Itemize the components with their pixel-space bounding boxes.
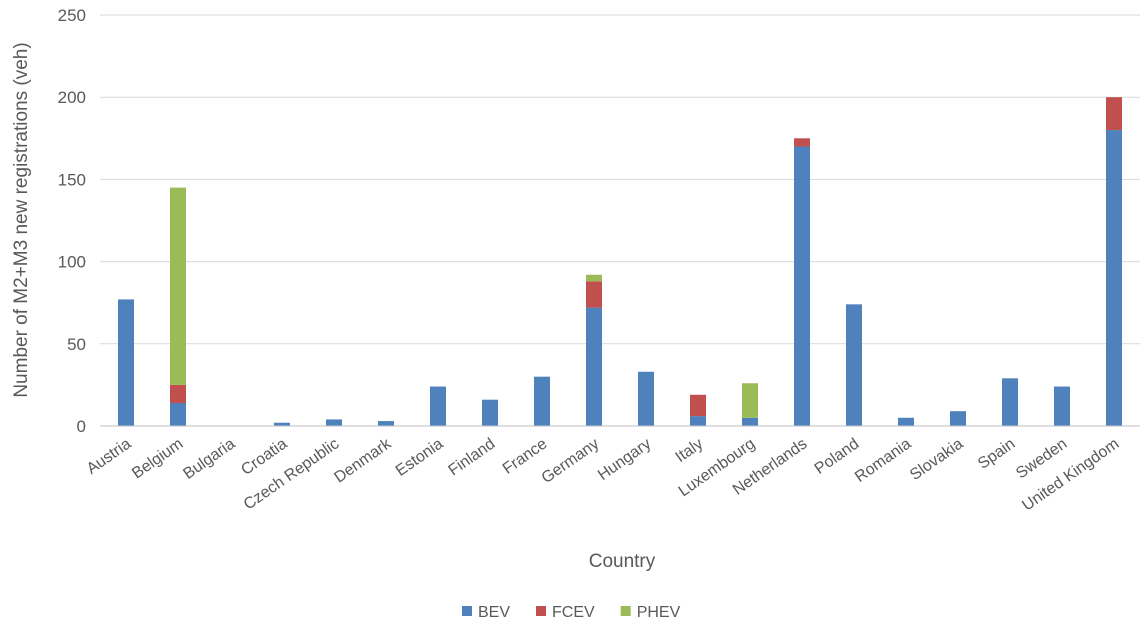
bar-bev [274, 422, 290, 426]
x-tick-label: Spain [975, 435, 1018, 472]
bar-phev [586, 274, 602, 282]
bar-bev [950, 411, 966, 426]
bar-fcev [690, 394, 706, 417]
bar-bev [586, 307, 602, 426]
bar-bev [846, 304, 862, 426]
y-axis-title: Number of M2+M3 new registrations (veh) [11, 42, 32, 397]
legend-swatch-bev [462, 606, 472, 616]
legend-label-fcev: FCEV [552, 604, 595, 621]
bar-bev [430, 386, 446, 426]
bar-bev [378, 421, 394, 426]
bar-phev [742, 383, 758, 418]
bar-fcev [586, 281, 602, 308]
y-tick-label: 150 [58, 170, 86, 189]
x-tick-label: Finland [446, 435, 499, 479]
x-tick-label: Hungary [595, 435, 654, 484]
x-tick-label: Austria [84, 435, 135, 478]
x-axis-title: Country [589, 551, 656, 572]
x-tick-label: Denmark [331, 435, 395, 487]
y-tick-label: 200 [58, 88, 86, 107]
bars [118, 97, 1122, 426]
y-tick-label: 50 [67, 335, 86, 354]
x-tick-label: Belgium [129, 435, 186, 482]
bar-fcev [1106, 97, 1122, 131]
legend-swatch-fcev [536, 606, 547, 616]
x-tick-label: United Kingdom [1019, 435, 1122, 514]
x-tick-label: Italy [673, 435, 707, 466]
bar-fcev [794, 138, 810, 147]
x-tick-label: Romania [852, 435, 914, 486]
bar-bev [794, 146, 810, 426]
bar-bev [1106, 130, 1122, 426]
legend: BEV FCEV PHEV [462, 604, 681, 621]
bar-bev [326, 419, 342, 426]
legend-label-phev: PHEV [637, 604, 681, 621]
bar-bev [638, 371, 654, 426]
bar-bev [534, 376, 550, 426]
gridlines [100, 14, 1140, 345]
x-tick-label: Estonia [393, 435, 447, 480]
x-tick-label: Slovakia [907, 435, 966, 484]
bar-bev [898, 417, 914, 426]
legend-label-bev: BEV [478, 604, 510, 621]
bar-bev [118, 299, 134, 426]
bar-bev [170, 402, 186, 426]
x-tick-label: Germany [539, 435, 603, 487]
y-axis-ticks: 0 50 100 150 200 250 [58, 6, 86, 436]
bar-bev [742, 417, 758, 426]
bar-fcev [170, 384, 186, 403]
y-tick-label: 0 [77, 417, 86, 436]
bar-bev [1054, 386, 1070, 426]
y-tick-label: 100 [58, 253, 86, 272]
x-tick-label: Bulgaria [180, 435, 238, 483]
bar-phev [170, 187, 186, 385]
bar-bev [1002, 378, 1018, 426]
bar-bev [482, 399, 498, 426]
x-tick-label: Czech Republic [241, 435, 343, 513]
bar-bev [690, 416, 706, 426]
legend-swatch-phev [620, 606, 631, 616]
y-tick-label: 250 [58, 6, 86, 25]
